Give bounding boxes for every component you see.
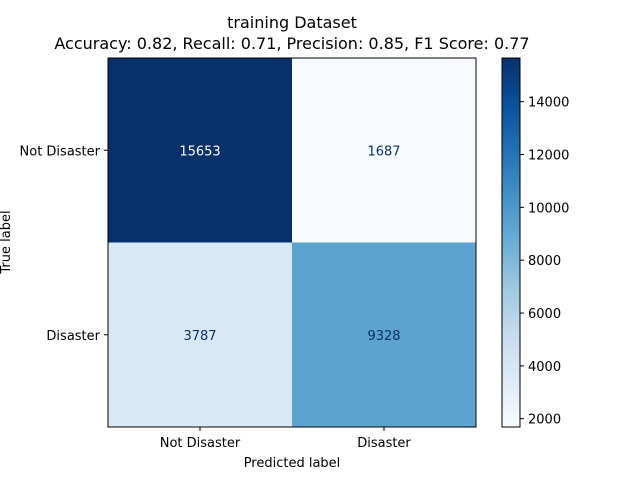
colorbar-tick-label: 8000 [528, 254, 561, 269]
y-axis-ticks: Not Disaster Disaster [20, 144, 108, 344]
cell-value-label: 15653 [179, 144, 220, 159]
colorbar-tick-label: 2000 [528, 413, 561, 428]
y-axis-label: True label [0, 210, 14, 274]
matrix-cell [108, 58, 292, 243]
matrix-cells [108, 58, 476, 427]
colorbar-tick-label: 14000 [528, 96, 569, 111]
x-axis-ticks: Not Disaster Disaster [160, 427, 411, 451]
x-tick-label: Disaster [357, 436, 411, 451]
x-axis-label: Predicted label [244, 456, 341, 471]
colorbar-tick-label: 10000 [528, 201, 569, 216]
colorbar-tick-label: 12000 [528, 149, 569, 164]
plot-frame [107, 57, 477, 428]
colorbar-tick-label: 4000 [528, 360, 561, 375]
matrix-cell [292, 242, 476, 427]
cell-value-label: 1687 [367, 144, 400, 159]
cell-value-label: 9328 [367, 329, 400, 344]
x-tick-label: Not Disaster [160, 436, 241, 451]
cell-value-label: 3787 [183, 329, 216, 344]
matrix-cell [292, 58, 476, 243]
chart-title: training Dataset [227, 13, 357, 32]
matrix-cell [108, 242, 292, 427]
chart-subtitle: Accuracy: 0.82, Recall: 0.71, Precision:… [54, 34, 529, 53]
colorbar-ticks: 2000 4000 6000 8000 10000 12000 14000 [520, 96, 569, 428]
colorbar-tick-label: 6000 [528, 307, 561, 322]
matrix-cell-labels: 15653 1687 3787 9328 [179, 144, 400, 344]
y-tick-label: Not Disaster [20, 144, 101, 159]
y-tick-label: Disaster [46, 329, 100, 344]
colorbar [501, 57, 521, 428]
